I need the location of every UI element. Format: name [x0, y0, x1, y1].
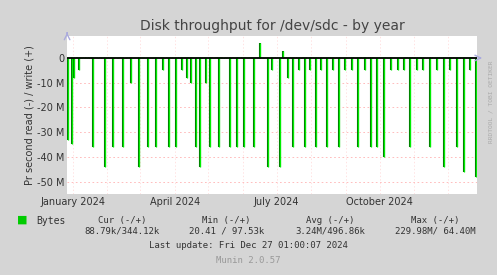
Text: Min (-/+): Min (-/+): [202, 216, 250, 225]
Text: Bytes: Bytes: [36, 216, 65, 226]
Text: 3.24M/496.86k: 3.24M/496.86k: [296, 227, 365, 236]
Text: Last update: Fri Dec 27 01:00:07 2024: Last update: Fri Dec 27 01:00:07 2024: [149, 241, 348, 250]
Text: Max (-/+): Max (-/+): [411, 216, 459, 225]
Text: ■: ■: [17, 214, 28, 224]
Text: RRDTOOL / TOBI OETIKER: RRDTOOL / TOBI OETIKER: [489, 60, 494, 143]
Text: 20.41 / 97.53k: 20.41 / 97.53k: [188, 227, 264, 236]
Text: Cur (-/+): Cur (-/+): [97, 216, 146, 225]
Text: 229.98M/ 64.40M: 229.98M/ 64.40M: [395, 227, 475, 236]
Text: 88.79k/344.12k: 88.79k/344.12k: [84, 227, 160, 236]
Y-axis label: Pr second read (-) / write (+): Pr second read (-) / write (+): [24, 45, 34, 185]
Text: Avg (-/+): Avg (-/+): [306, 216, 355, 225]
Title: Disk throughput for /dev/sdc - by year: Disk throughput for /dev/sdc - by year: [140, 19, 405, 33]
Text: Munin 2.0.57: Munin 2.0.57: [216, 256, 281, 265]
